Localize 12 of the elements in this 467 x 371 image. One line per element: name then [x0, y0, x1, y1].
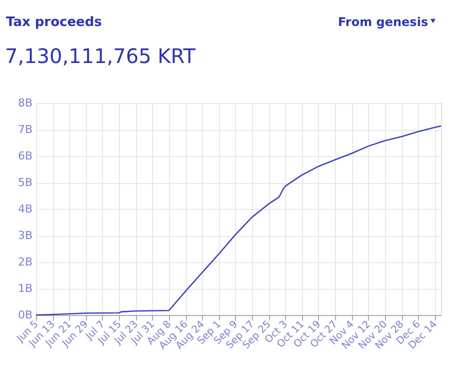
y-tick-label: 4B [18, 202, 32, 216]
text: From genesis [338, 15, 428, 29]
y-tick-label: 7B [18, 123, 32, 136]
y-tick-label: 6B [18, 150, 32, 162]
y-tick-label: 2B [18, 256, 32, 268]
y-tick-label: 0B [18, 308, 32, 322]
y-tick-label: 5B [18, 176, 32, 189]
chart-title: Tax proceeds [6, 15, 102, 30]
y-tick-label: 8B [18, 96, 32, 110]
chart-subtitle: 7,130,111,765 KRT [5, 44, 196, 68]
y-tick-label: 3B [18, 229, 32, 242]
y-tick-label: 1B [18, 282, 32, 295]
